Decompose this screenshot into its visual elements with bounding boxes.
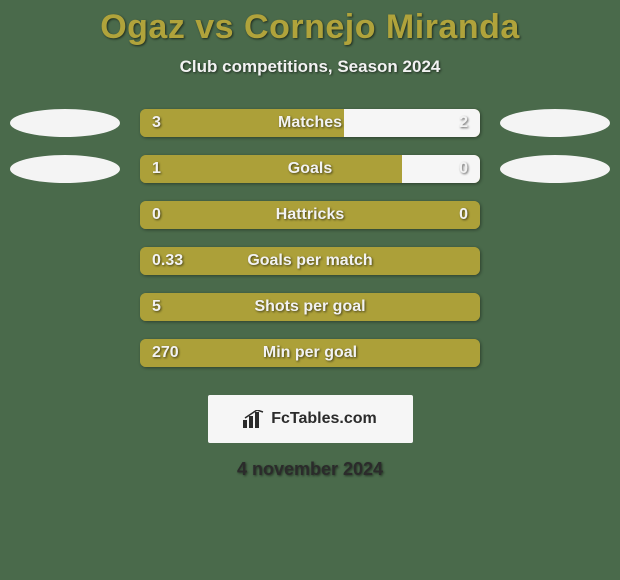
value-left: 270	[152, 344, 179, 362]
metric-row: 3 Matches 2	[10, 109, 610, 137]
metric-label: Hattricks	[276, 206, 344, 224]
value-left: 1	[152, 160, 161, 178]
metric-bar: 3 Matches 2	[140, 109, 480, 137]
metric-bar: 0 Hattricks 0	[140, 201, 480, 229]
value-right: 2	[459, 114, 468, 132]
player-left-avatar	[10, 155, 120, 183]
metric-label: Goals	[288, 160, 332, 178]
metric-label: Shots per goal	[254, 298, 365, 316]
value-left: 0	[152, 206, 161, 224]
player-right-avatar	[500, 109, 610, 137]
page-subtitle: Club competitions, Season 2024	[0, 57, 620, 77]
player-left-avatar	[10, 109, 120, 137]
metric-bar: 1 Goals 0	[140, 155, 480, 183]
date-text: 4 november 2024	[0, 459, 620, 480]
metric-bar: 270 Min per goal	[140, 339, 480, 367]
metric-row: 270 Min per goal	[10, 339, 610, 367]
chart-icon	[243, 410, 265, 428]
metrics-list: 3 Matches 2 1 Goals 0 0 Hattricks	[0, 109, 620, 367]
metric-label: Min per goal	[263, 344, 357, 362]
bar-left-fill	[140, 155, 402, 183]
metric-label: Goals per match	[247, 252, 372, 270]
value-right: 0	[459, 160, 468, 178]
value-left: 3	[152, 114, 161, 132]
metric-row: 1 Goals 0	[10, 155, 610, 183]
metric-row: 0 Hattricks 0	[10, 201, 610, 229]
badge-text: FcTables.com	[271, 410, 377, 428]
value-right: 0	[459, 206, 468, 224]
bar-right-fill	[402, 155, 480, 183]
player-right-avatar	[500, 155, 610, 183]
value-left: 0.33	[152, 252, 183, 270]
content-container: Ogaz vs Cornejo Miranda Club competition…	[0, 0, 620, 580]
metric-bar: 5 Shots per goal	[140, 293, 480, 321]
source-badge: FcTables.com	[208, 395, 413, 443]
metric-row: 5 Shots per goal	[10, 293, 610, 321]
metric-row: 0.33 Goals per match	[10, 247, 610, 275]
metric-bar: 0.33 Goals per match	[140, 247, 480, 275]
metric-label: Matches	[278, 114, 342, 132]
page-title: Ogaz vs Cornejo Miranda	[0, 0, 620, 47]
value-left: 5	[152, 298, 161, 316]
